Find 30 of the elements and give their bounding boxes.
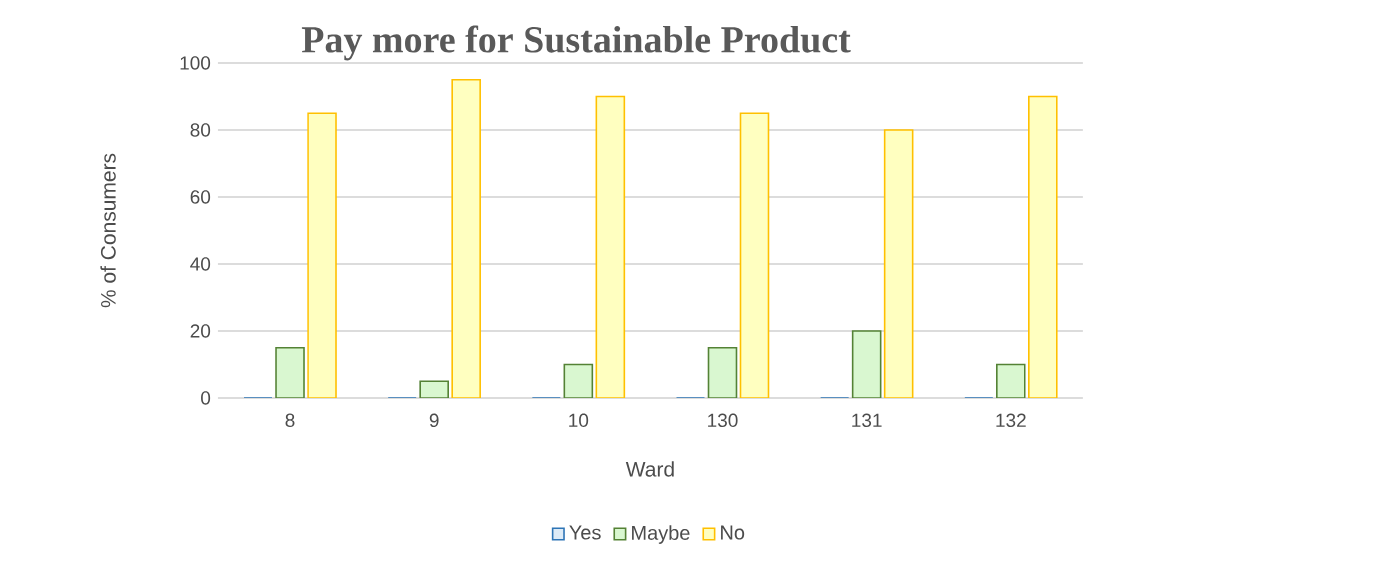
bar [307, 112, 337, 398]
x-axis-title: Ward [625, 461, 674, 477]
x-tick-label: 8 [285, 413, 295, 428]
x-tick-label: 131 [852, 413, 882, 428]
chart-title: Pay more for Sustainable Product [301, 25, 851, 61]
x-tick-label: 9 [429, 413, 439, 428]
bar [996, 363, 1026, 398]
y-tick-label: 0 [201, 391, 211, 405]
legend-label: Yes [569, 525, 601, 540]
y-tick-label: 40 [190, 257, 211, 271]
x-tick-label: 10 [569, 413, 589, 428]
bar [707, 346, 738, 398]
bar [739, 112, 770, 398]
y-tick-label: 20 [190, 324, 211, 338]
bar [1028, 95, 1058, 398]
bar [275, 346, 305, 398]
bar [883, 129, 914, 398]
bar [595, 95, 626, 398]
x-tick-label: 130 [708, 413, 738, 428]
bar [851, 330, 882, 398]
x-tick-label: 132 [996, 413, 1026, 428]
bar [419, 380, 449, 398]
y-tick-label: 100 [180, 56, 211, 70]
y-tick-label: 80 [190, 123, 211, 137]
legend-label: Maybe [632, 525, 690, 544]
bar [451, 78, 481, 398]
bar [563, 363, 594, 398]
y-axis-title: % of Consumers [100, 153, 116, 308]
y-tick-label: 60 [190, 190, 211, 204]
legend-label: No [721, 525, 745, 540]
